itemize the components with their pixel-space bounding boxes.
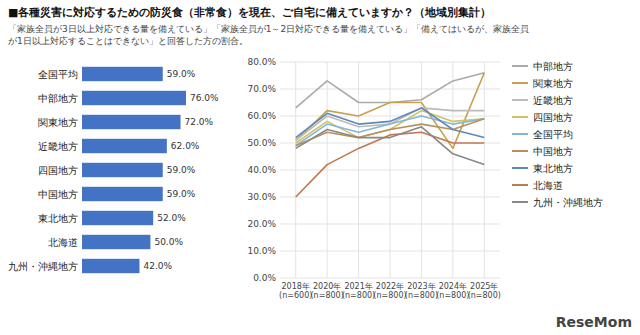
x-grid-line bbox=[421, 62, 422, 278]
bar bbox=[82, 211, 153, 225]
legend-swatch bbox=[512, 133, 528, 135]
data-label: 62.0% bbox=[171, 141, 200, 151]
data-label: 59.0% bbox=[167, 69, 196, 79]
y-tick-label: 40.0% bbox=[247, 165, 276, 175]
line-series bbox=[296, 127, 485, 165]
category-label: 北海道 bbox=[48, 237, 78, 248]
category-label: 近畿地方 bbox=[38, 141, 78, 152]
category-label: 九州・沖縄地方 bbox=[8, 261, 78, 272]
annotation: ReseMom bbox=[556, 314, 632, 330]
data-label: 42.0% bbox=[143, 261, 172, 271]
legend-swatch bbox=[512, 116, 528, 118]
bar bbox=[82, 235, 150, 249]
x-tick-label: 2022年(n=800) bbox=[373, 282, 406, 300]
legend-label: 近畿地方 bbox=[533, 95, 573, 106]
data-label: 76.0% bbox=[190, 93, 219, 103]
category-label: 全国平均 bbox=[38, 69, 78, 80]
bar bbox=[82, 163, 163, 177]
data-label: 59.0% bbox=[167, 189, 196, 199]
x-tick-label: 2025年(n=800) bbox=[468, 282, 501, 300]
category-label: 関東地方 bbox=[38, 117, 78, 128]
x-grid-line bbox=[452, 62, 453, 278]
bar bbox=[82, 91, 186, 105]
legend-swatch bbox=[512, 99, 528, 101]
x-grid-line bbox=[295, 62, 296, 278]
legend-label: 東北地方 bbox=[533, 163, 573, 174]
x-grid-line bbox=[390, 62, 391, 278]
legend-label: 関東地方 bbox=[533, 78, 573, 89]
x-tick-label: 2021年(n=800) bbox=[342, 282, 375, 300]
x-grid-line bbox=[358, 62, 359, 278]
bar-chart: 59.0% 全国平均 76.0% 中部地方 72.0% 関東地方 62.0% 近畿地方 59.0… bbox=[8, 67, 219, 273]
bar bbox=[82, 259, 139, 273]
bar bbox=[82, 139, 167, 153]
category-label: 東北地方 bbox=[38, 213, 78, 224]
background bbox=[0, 0, 640, 335]
x-grid-line bbox=[484, 62, 485, 278]
x-tick-label: 2018年(n=600) bbox=[279, 282, 312, 300]
category-label: 四国地方 bbox=[38, 165, 78, 176]
legend-swatch bbox=[512, 65, 528, 67]
category-label: 中国地方 bbox=[38, 189, 78, 200]
data-label: 52.0% bbox=[157, 213, 186, 223]
legend-swatch bbox=[512, 184, 528, 186]
category-label: 中部地方 bbox=[38, 93, 78, 104]
y-tick-label: 50.0% bbox=[247, 138, 276, 148]
y-tick-label: 10.0% bbox=[247, 246, 276, 256]
legend-label: 北海道 bbox=[533, 180, 563, 191]
legend-label: 九州・沖縄地方 bbox=[533, 197, 603, 208]
subtitle: が1日以上対応することはできない」と回答した方の割合。 bbox=[8, 36, 248, 46]
y-tick-label: 0.0% bbox=[253, 273, 276, 283]
y-tick-label: 20.0% bbox=[247, 219, 276, 229]
y-tick-label: 60.0% bbox=[247, 111, 276, 121]
legend-swatch bbox=[512, 201, 528, 203]
legend-label: 全国平均 bbox=[533, 129, 573, 140]
legend-label: 中部地方 bbox=[533, 61, 573, 72]
y-tick-label: 30.0% bbox=[247, 192, 276, 202]
x-tick-label: 2023年(n=800) bbox=[405, 282, 438, 300]
bar bbox=[82, 115, 181, 129]
line-series bbox=[296, 132, 485, 197]
data-label: 59.0% bbox=[167, 165, 196, 175]
legend: 中部地方関東地方近畿地方四国地方全国平均中国地方東北地方北海道九州・沖縄地方 bbox=[512, 61, 603, 208]
line-series bbox=[296, 108, 485, 138]
data-label: 50.0% bbox=[154, 237, 183, 247]
chart-root: ■各種災害に対応するための防災食（非常食）を現在、ご自宅に備えていますか？（地域… bbox=[0, 0, 640, 335]
legend-label: 四国地方 bbox=[533, 112, 573, 123]
grid bbox=[280, 62, 500, 278]
data-label: 72.0% bbox=[185, 117, 214, 127]
x-grid-line bbox=[327, 62, 328, 278]
legend-swatch bbox=[512, 82, 528, 84]
legend-swatch bbox=[512, 150, 528, 152]
x-tick-label: 2024年(n=800) bbox=[436, 282, 469, 300]
y-tick-label: 80.0% bbox=[247, 57, 276, 67]
bar bbox=[82, 67, 163, 81]
legend-label: 中国地方 bbox=[533, 146, 573, 157]
bar bbox=[82, 187, 163, 201]
subtitle: 「家族全員が3日以上対応できる量を備えている」「家族全員が1～2日対応できる量を… bbox=[8, 24, 529, 34]
x-tick-label: 2020年(n=800) bbox=[310, 282, 343, 300]
lines bbox=[296, 73, 485, 197]
legend-swatch bbox=[512, 167, 528, 169]
title: ■各種災害に対応するための防災食（非常食）を現在、ご自宅に備えていますか？（地域… bbox=[8, 6, 491, 19]
line-chart: 0.0% 10.0% 20.0% 30.0% 40.0% 50.0% 60.0% 70.0% 8… bbox=[247, 57, 603, 300]
y-tick-label: 70.0% bbox=[247, 84, 276, 94]
